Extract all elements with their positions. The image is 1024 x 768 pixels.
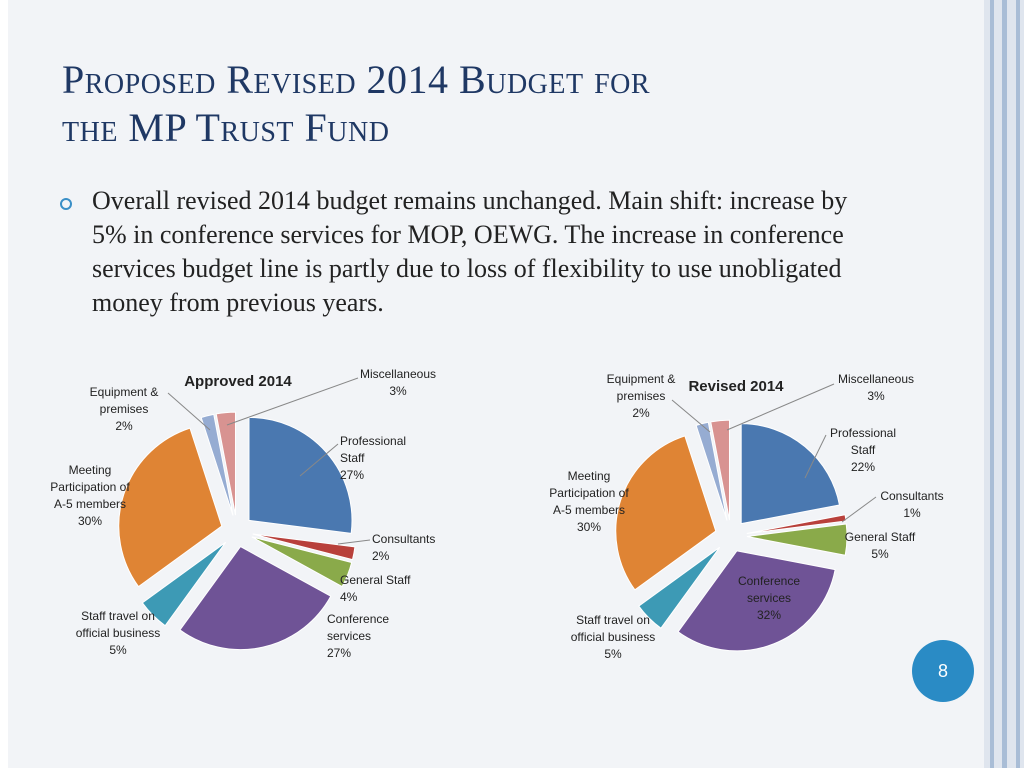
pie-slice-staff-travel-on-official-business [638, 546, 721, 629]
pie-slice-consultants [746, 514, 847, 534]
leader-line-equipment-and-premises [671, 399, 711, 433]
data-label-staff-travel-on-official-business: Staff travel on official business 5% [76, 609, 161, 657]
data-label-professional-staff: Professional Staff 27% [340, 434, 406, 482]
pie-slice-equipment-and-premises [695, 421, 728, 521]
pie-slice-equipment-and-premises [200, 413, 234, 516]
pie-slice-meeting-participation-of-a-5-members [118, 427, 223, 588]
data-label-miscellaneous: Miscellaneous 3% [838, 372, 914, 403]
data-label-equipment-and-premises: Equipment & premises 2% [90, 385, 159, 433]
pie-slice-staff-travel-on-official-business [141, 541, 227, 627]
pie-slice-meeting-participation-of-a-5-members [615, 435, 717, 591]
pie-slice-consultants [252, 533, 356, 561]
leader-line-equipment-and-premises [167, 392, 211, 431]
data-label-staff-travel-on-official-business: Staff travel on official business 5% [571, 613, 656, 661]
pie-slice-miscellaneous [710, 419, 730, 521]
chart-title: Approved 2014 [184, 373, 292, 390]
pie-chart-revised-2014: Revised 2014 Professional Staff 22% Consulta… [549, 372, 943, 661]
data-label-consultants: Consultants 2% [372, 532, 435, 563]
data-label-miscellaneous: Miscellaneous 3% [360, 367, 436, 398]
leader-line-professional-staff [299, 443, 339, 477]
pie-chart-approved-2014: Approved 2014 Professional Staff 27% Consult… [50, 367, 436, 660]
pie-slice-conference-services [179, 545, 332, 651]
data-label-consultants: Consultants 1% [880, 489, 943, 520]
data-label-equipment-and-premises: Equipment & premises 2% [607, 372, 676, 420]
pie-slice-miscellaneous [215, 411, 236, 516]
bullet-circle-icon [60, 198, 72, 210]
leader-line-professional-staff [804, 434, 827, 479]
data-label-meeting-participation-of-a-5-members: Meeting Participation of A-5 members 30% [549, 469, 629, 534]
data-label-conference-services: Conference services 32% [738, 574, 800, 622]
data-label-conference-services: Conference services 27% [327, 612, 389, 660]
data-label-meeting-participation-of-a-5-members: Meeting Participation of A-5 members 30% [50, 463, 130, 528]
leader-line-consultants [841, 496, 877, 523]
slide-title: Proposed Revised 2014 Budget for the MP … [62, 56, 942, 152]
page-number-badge: 8 [912, 640, 974, 702]
data-label-general-staff: General Staff 5% [845, 530, 916, 561]
leader-line-miscellaneous [226, 377, 359, 426]
slide-title-line-1: Proposed Revised 2014 Budget for [62, 57, 651, 102]
right-decorative-stripes [984, 0, 1024, 768]
data-label-professional-staff: Professional Staff 22% [830, 426, 896, 474]
bullet-text: Overall revised 2014 budget remains unch… [92, 186, 848, 317]
slide-title-line-2: the MP Trust Fund [62, 105, 390, 150]
leader-line-miscellaneous [726, 383, 835, 431]
pie-slice-general-staff [746, 523, 848, 556]
chart-title: Revised 2014 [688, 378, 784, 395]
leader-line-consultants [337, 539, 371, 545]
data-label-general-staff: General Staff 4% [340, 573, 411, 604]
pie-slice-conference-services [677, 550, 836, 652]
pie-slice-professional-staff [740, 423, 841, 525]
pie-slice-general-staff [251, 536, 353, 588]
slide-background [8, 0, 986, 768]
